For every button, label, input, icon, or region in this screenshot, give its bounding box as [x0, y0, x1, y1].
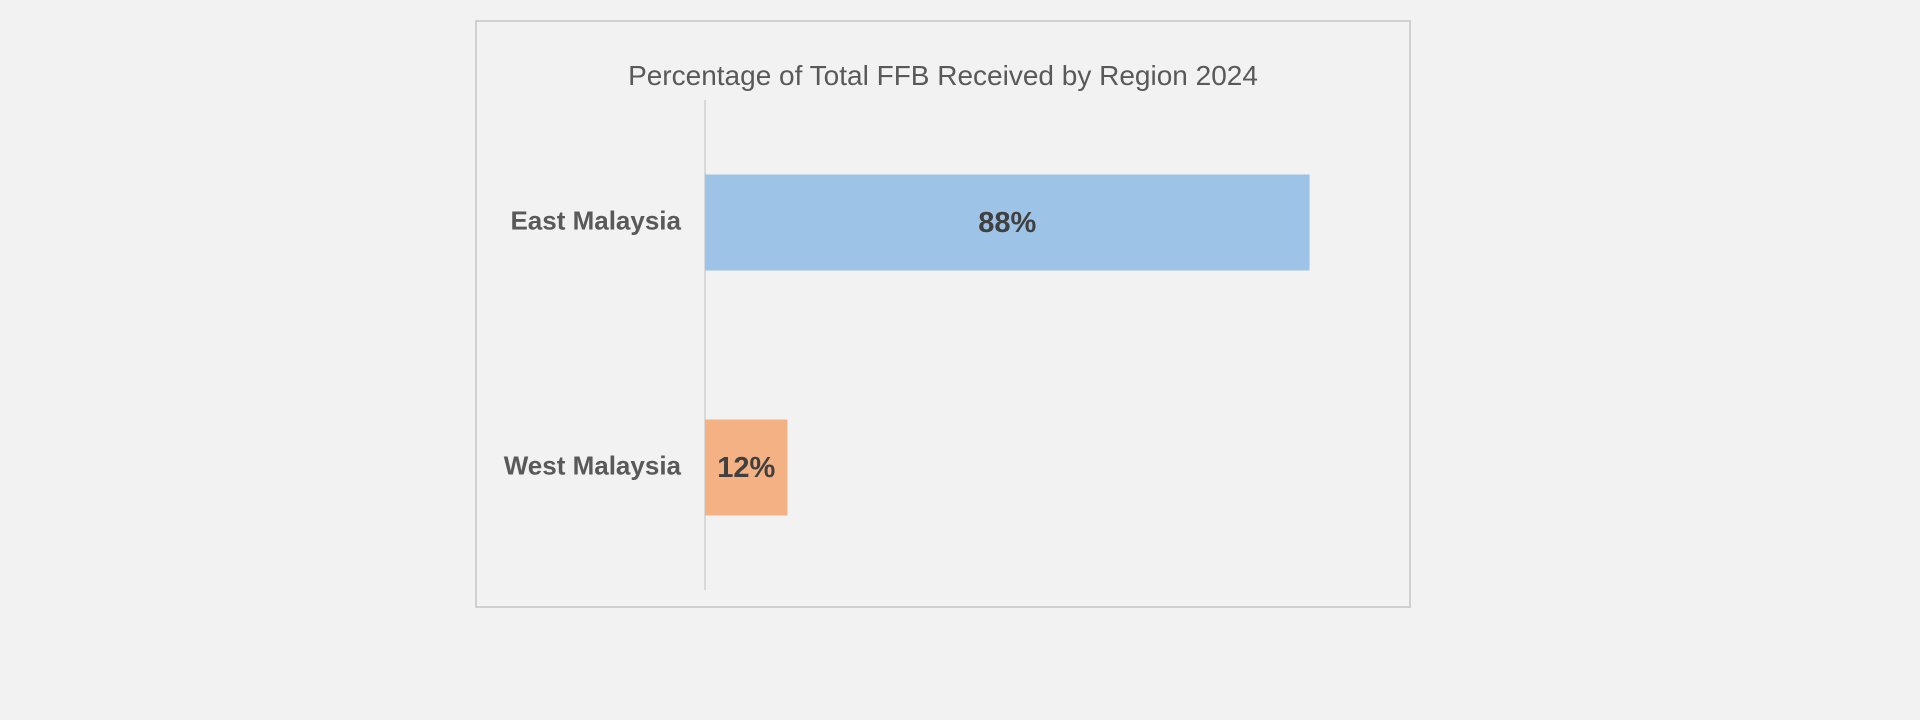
bar-east-malaysia [705, 174, 1310, 271]
chart-title: Percentage of Total FFB Received by Regi… [628, 60, 1258, 91]
category-label: West Malaysia [504, 450, 682, 480]
chart-frame: Percentage of Total FFB Received by Regi… [475, 20, 1411, 608]
chart-plot-area: East Malaysia 88% West Malaysia 12% [504, 100, 1310, 590]
data-label: 12% [717, 452, 775, 484]
bar-west-malaysia [705, 419, 788, 516]
data-label: 88% [978, 207, 1036, 239]
category-label: East Malaysia [510, 205, 681, 235]
